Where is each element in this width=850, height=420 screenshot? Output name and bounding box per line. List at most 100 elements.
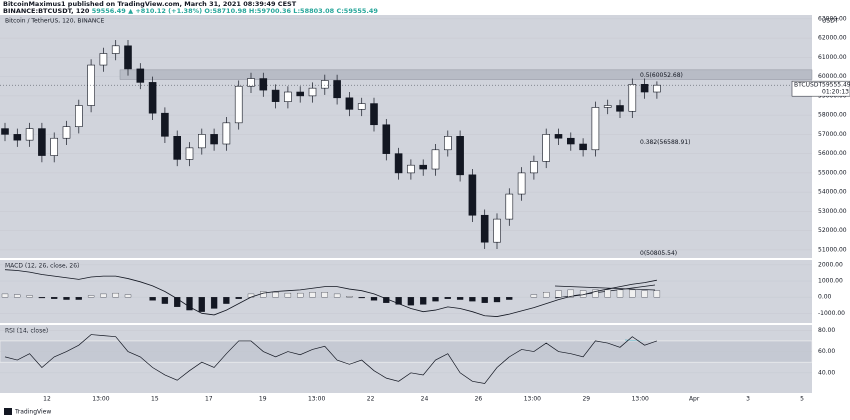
candle-body [124,45,132,70]
x-tick-label: 13:00 [632,396,649,403]
histogram-bar [616,289,624,298]
histogram-bar [272,292,279,298]
histogram-bar [174,297,181,307]
y-tick-label: 57000.00 [818,131,847,138]
fib-label: 0.5(60052.68) [640,72,683,79]
divergence-line [554,285,656,291]
candle-body [271,89,280,102]
y-tick-label: 2000.00 [818,261,843,268]
y-tick-label: 40.00 [818,369,835,376]
histogram-bar [481,297,488,303]
macd-line [4,269,657,317]
candle-body [530,161,538,174]
pane-title: Bitcoin / TetherUS, 120, BINANCE [5,18,104,25]
pane-title: RSI (14, close) [5,328,48,335]
candle-body [38,128,46,156]
y-tick-label: 61000.00 [818,54,847,61]
x-tick-label: 3 [746,396,750,403]
x-tick-label: 24 [421,396,429,403]
candle-body [111,45,120,54]
histogram-bar [161,297,169,304]
candle-body [333,80,341,99]
candle-body [480,214,489,243]
symbol: BINANCE:BTCUSDT, 120 [3,7,90,15]
candle-body [505,193,514,220]
candle-body [173,136,181,160]
histogram-bar [321,292,328,298]
candle-body [566,137,575,145]
histogram-bar [124,294,132,298]
histogram-bar [284,292,292,298]
candle-body [640,84,649,93]
candle-body [382,124,391,154]
countdown: 01:20:13 [822,89,849,96]
candle-body [579,143,587,151]
y-tick-label: 0.00 [818,294,832,301]
histogram-bar [407,297,415,306]
histogram-bar [51,297,58,299]
candle-body [419,164,428,170]
candle-body [25,128,34,141]
candle-body [616,105,624,112]
histogram-bar [235,297,242,299]
x-tick-label: 22 [367,396,375,403]
histogram-bar [629,289,636,298]
y-tick-label: 62000.00 [818,35,847,42]
histogram-bar [14,294,21,298]
candle-body [284,91,292,102]
histogram-bar [493,297,501,303]
histogram-bar [395,297,402,305]
histogram-bar [530,294,538,298]
histogram-bar [309,292,316,298]
y-tick-label: 56000.00 [818,150,847,157]
candle-body [554,134,563,139]
y-tick-label: 55000.00 [818,169,847,176]
candle-body [591,107,600,151]
y-tick-label: -1000.00 [818,310,845,317]
histogram-bar [506,297,513,300]
rsi-line [4,334,658,384]
x-tick-label: 26 [475,396,483,403]
candle-body [394,153,403,174]
x-tick-label: 12 [43,396,51,403]
x-tick-label: 5 [800,396,804,403]
candle-body [99,53,108,66]
x-tick-label: 17 [205,396,213,403]
ohlc: O:58710.98 H:59700.36 L:58803.08 C:59555… [204,7,378,15]
header-symbol: BINANCE:BTCUSDT, 120 59556.49 ▲ +810.12 … [3,7,378,15]
x-tick-label: 19 [259,396,267,403]
candle-body [75,105,83,127]
candle-body [198,134,206,149]
candle-body [185,147,194,160]
candle-body [542,134,551,162]
histogram-bar [260,291,267,298]
y-tick-label: 60.00 [818,348,835,355]
price-pane [0,15,812,258]
y-tick-label: 53000.00 [818,208,847,215]
x-tick-label: 13:00 [524,396,541,403]
candle-body [320,80,329,89]
candle-body [443,136,452,151]
histogram-bar [333,293,341,298]
histogram-bar [370,297,378,301]
candle-body [357,103,366,110]
y-tick-label: 80.00 [818,327,835,334]
histogram-bar [653,290,661,298]
candle-body [234,85,243,124]
histogram-bar [38,297,46,299]
x-tick-label: 29 [582,396,590,403]
candle-body [517,172,526,195]
y-tick-label: 63000.00 [818,15,847,22]
fib-label: 0.382(56588.91) [640,139,691,146]
candle-body [653,84,661,93]
histogram-bar [297,292,304,298]
histogram-bar [420,297,427,305]
x-tick-label: 15 [151,396,159,403]
candle-body [210,134,218,145]
resistance-zone [119,69,813,80]
y-tick-label: 58000.00 [818,112,847,119]
x-tick-label: 13:00 [308,396,325,403]
histogram-bar [1,293,9,298]
y-tick-label: 52000.00 [818,227,847,234]
